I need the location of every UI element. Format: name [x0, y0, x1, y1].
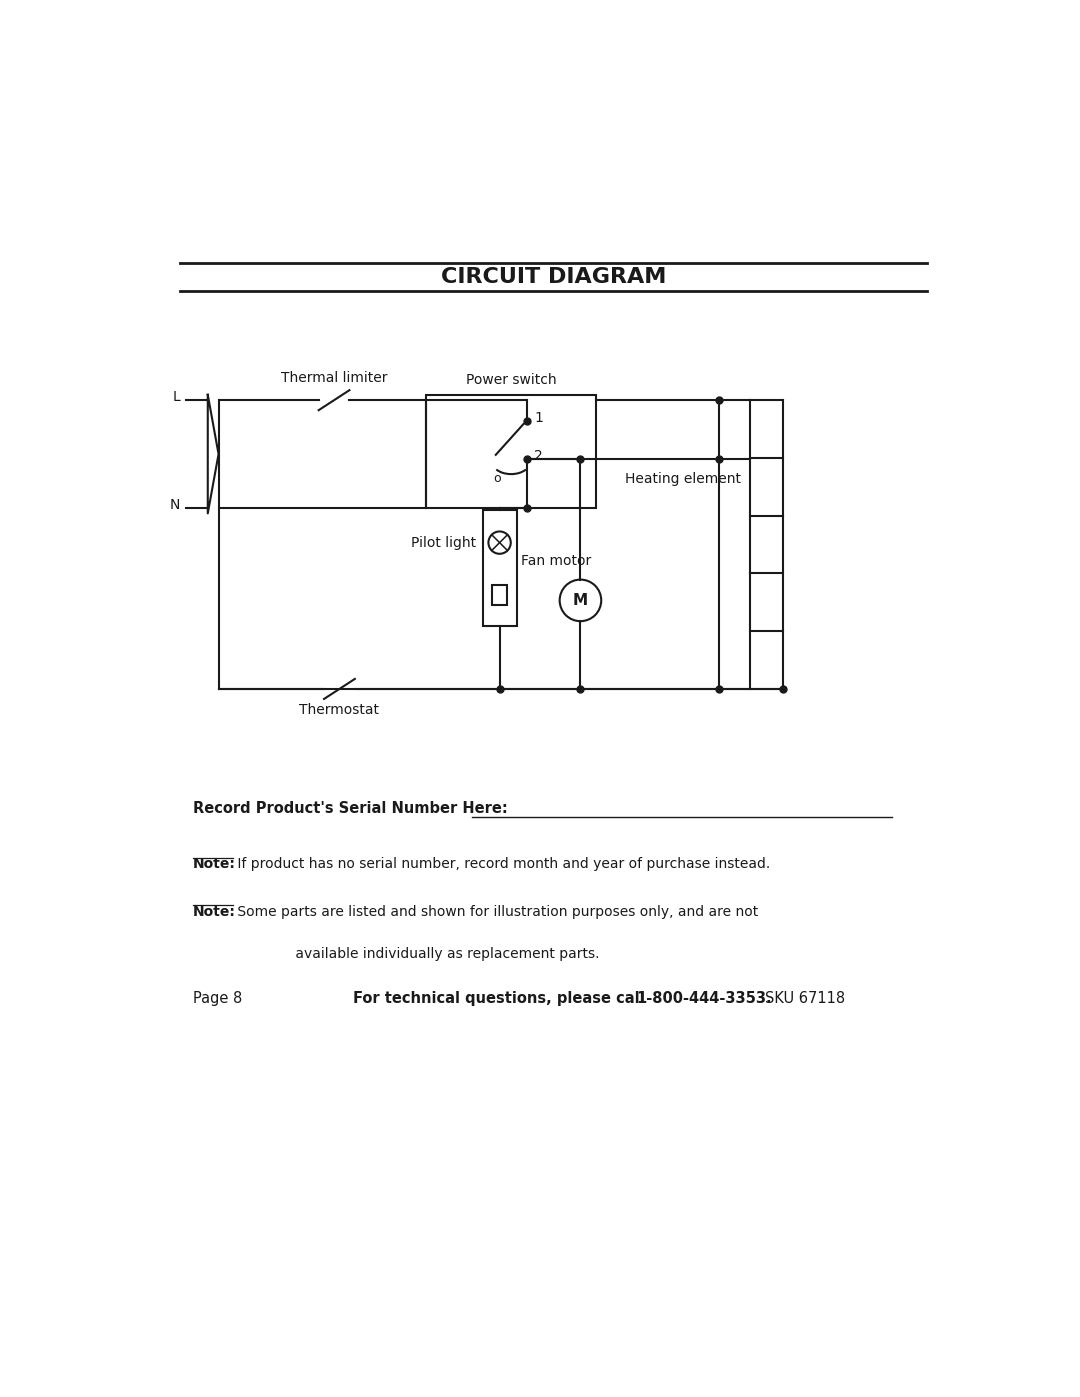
Bar [483, 510, 516, 626]
Text: L: L [173, 390, 180, 404]
Text: Some parts are listed and shown for illustration purposes only, and are not: Some parts are listed and shown for illu… [233, 904, 758, 919]
Bar [491, 585, 508, 605]
Text: Thermal limiter: Thermal limiter [281, 370, 388, 384]
Text: Thermostat: Thermostat [299, 703, 379, 717]
Text: 2: 2 [535, 450, 543, 464]
Text: Pilot light: Pilot light [411, 535, 476, 549]
Text: available individually as replacement parts.: available individually as replacement pa… [256, 947, 599, 961]
Text: N: N [170, 497, 180, 511]
Text: For technical questions, please call: For technical questions, please call [353, 990, 650, 1006]
Text: Page 8: Page 8 [193, 990, 242, 1006]
Text: 1: 1 [535, 411, 543, 425]
Text: Record Product's Serial Number Here:: Record Product's Serial Number Here: [193, 800, 508, 816]
Text: Power switch: Power switch [465, 373, 556, 387]
Text: Note:: Note: [193, 856, 237, 870]
Text: Heating element: Heating element [624, 472, 741, 486]
Text: o: o [494, 472, 501, 485]
Text: M: M [572, 592, 588, 608]
Text: 1-800-444-3353.: 1-800-444-3353. [636, 990, 772, 1006]
Text: If product has no serial number, record month and year of purchase instead.: If product has no serial number, record … [233, 856, 770, 870]
Text: CIRCUIT DIAGRAM: CIRCUIT DIAGRAM [441, 267, 666, 286]
Text: SKU 67118: SKU 67118 [766, 990, 846, 1006]
Text: Fan motor: Fan motor [521, 555, 591, 569]
Text: Note:: Note: [193, 904, 237, 919]
Bar [427, 395, 596, 509]
